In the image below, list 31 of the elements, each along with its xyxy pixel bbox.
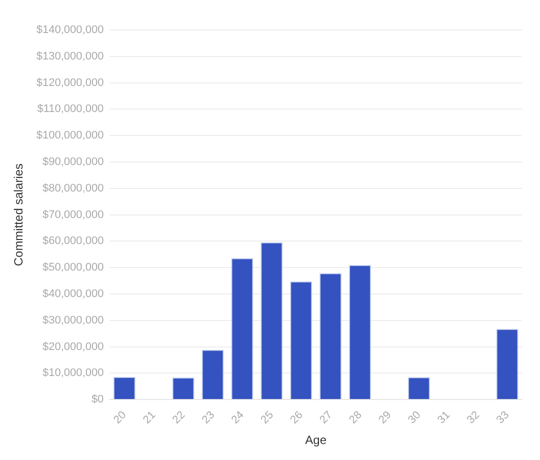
x-tick-label: 20 [112,409,129,426]
y-tick-label: $50,000,000 [42,262,104,274]
y-tick-label: $140,000,000 [36,24,104,36]
y-axis-title: Committed salaries [12,163,26,266]
y-tick-label: $10,000,000 [42,367,104,380]
x-tick-label: 23 [200,409,218,426]
x-tick-label: 33 [494,409,512,426]
y-tick-label: $60,000,000 [42,235,104,248]
x-tick-label: 32 [464,409,482,426]
y-tick-label: $100,000,000 [36,130,104,142]
y-tick-label: $40,000,000 [42,288,104,300]
y-tick-label: $90,000,000 [42,156,104,168]
x-tick-label: 29 [376,409,394,426]
x-axis-title: Age [305,433,327,448]
y-tick-label: $120,000,000 [36,76,104,89]
y-tick-label: $30,000,000 [42,314,104,326]
x-tick-label: 24 [229,409,246,426]
x-tick-label: 27 [318,409,335,426]
x-tick-label: 22 [170,409,188,426]
x-tick-label: 28 [347,409,364,426]
y-tick-label: $130,000,000 [36,50,104,62]
x-tick-label: 25 [258,409,276,426]
y-tick-label: $0 [91,394,104,406]
y-tick-label: $80,000,000 [42,182,104,194]
y-tick-label: $70,000,000 [42,208,104,221]
y-tick-label: $110,000,000 [37,103,104,116]
x-tick-label: 26 [288,409,306,426]
x-tick-label: 30 [406,409,424,426]
x-tick-label: 21 [140,409,158,426]
y-tick-label: $20,000,000 [42,340,104,353]
x-tick-label: 31 [435,409,453,426]
